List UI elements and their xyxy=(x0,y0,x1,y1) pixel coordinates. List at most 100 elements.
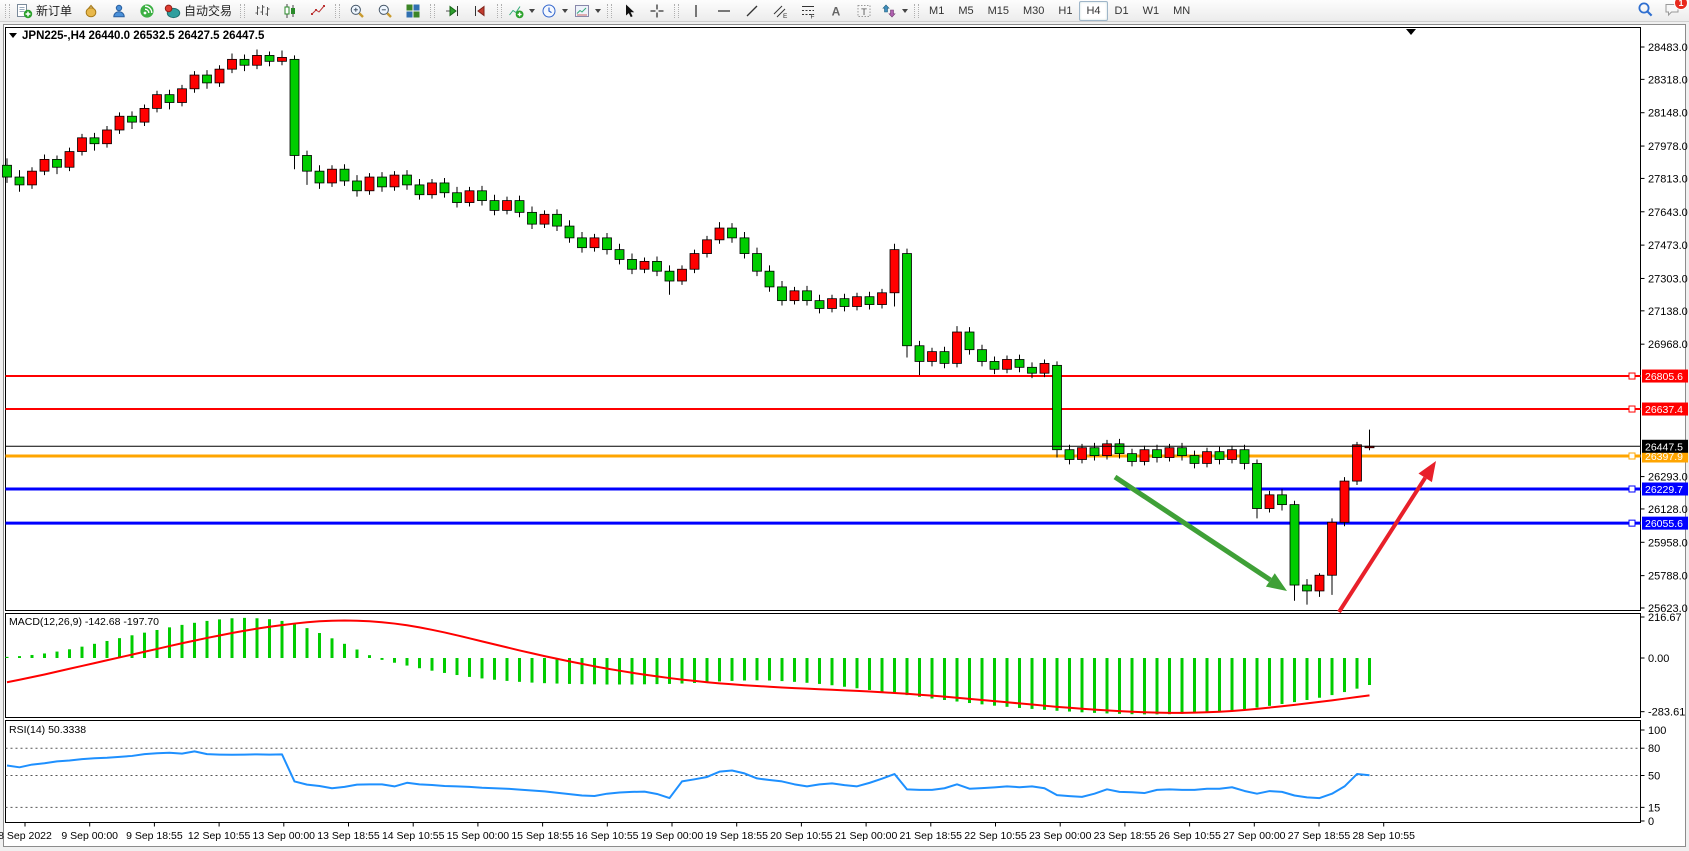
toolbar-candlestick-chart-button[interactable] xyxy=(276,0,304,22)
toolbar-horizontal-line-button[interactable] xyxy=(710,0,738,22)
toolbar-trendline-button[interactable] xyxy=(738,0,766,22)
toolbar-text-label-button[interactable]: T xyxy=(850,0,878,22)
toolbar-equidistant-channel-button[interactable]: E xyxy=(766,0,794,22)
timeframe-h1-button[interactable]: H1 xyxy=(1051,1,1079,21)
green-trend-arrow[interactable] xyxy=(1113,474,1287,591)
toolbar-chat-button[interactable]: 1 xyxy=(1664,0,1688,20)
toolbar-market-button[interactable] xyxy=(77,0,105,22)
hline-handle[interactable] xyxy=(1628,519,1636,527)
timeframe-h4-button[interactable]: H4 xyxy=(1079,0,1108,21)
toolbar-new-order-button[interactable]: 新订单 xyxy=(13,0,77,22)
timeframe-w1-button[interactable]: W1 xyxy=(1136,1,1167,21)
hline-handle[interactable] xyxy=(1628,452,1636,460)
price-tick-label: 27978.0 xyxy=(1648,141,1688,153)
toolbar-bar-chart-button[interactable] xyxy=(248,0,276,22)
toolbar-vertical-line-button[interactable] xyxy=(682,0,710,22)
toolbar-line-chart-button[interactable] xyxy=(304,0,332,22)
candle xyxy=(89,137,100,145)
candle xyxy=(177,88,187,103)
price-tick-label: 27473.0 xyxy=(1648,240,1688,252)
toolbar-zoom-in-button[interactable] xyxy=(343,0,371,22)
timeframe-m1-button[interactable]: M1 xyxy=(922,1,951,21)
toolbar-autotrading-button[interactable]: 自动交易 xyxy=(161,0,237,22)
candle xyxy=(614,249,625,260)
toolbar-crosshair-button[interactable] xyxy=(643,0,671,22)
red-trend-arrow[interactable] xyxy=(1337,461,1436,614)
candle xyxy=(702,239,712,254)
candle xyxy=(939,351,950,364)
svg-text:26637.4: 26637.4 xyxy=(1645,404,1683,416)
timeframe-m15-button[interactable]: M15 xyxy=(981,1,1016,21)
candle xyxy=(989,361,1000,370)
svg-text:26447.5: 26447.5 xyxy=(1645,441,1683,453)
toolbar-separator xyxy=(5,3,10,18)
price-tick-label: 26128.0 xyxy=(1648,504,1688,516)
toolbar-text-button[interactable]: A xyxy=(822,0,850,22)
main-pane[interactable] xyxy=(5,27,1641,611)
time-tick-label: 26 Sep 10:55 xyxy=(1158,830,1221,842)
time-tick-label: 13 Sep 00:00 xyxy=(253,830,316,842)
hline-26229.7[interactable] xyxy=(5,485,1641,493)
zoom-in-icon xyxy=(349,3,365,19)
hline-handle[interactable] xyxy=(1628,485,1636,493)
market-icon xyxy=(83,3,99,19)
notification-badge: 1 xyxy=(1674,0,1688,10)
candle xyxy=(277,56,287,62)
candle xyxy=(877,292,887,305)
hline-handle[interactable] xyxy=(1628,372,1636,380)
toolbar-search-button[interactable] xyxy=(1637,1,1654,21)
chart-marker-icon[interactable] xyxy=(1406,29,1416,35)
current-price-label: 26447.5 xyxy=(1642,439,1688,453)
candle xyxy=(1164,447,1175,458)
toolbar-tile-windows-button[interactable] xyxy=(399,0,427,22)
pane-frames xyxy=(5,27,1641,823)
toolbar-signals-button[interactable] xyxy=(133,0,161,22)
timeframe-mn-button[interactable]: MN xyxy=(1166,1,1197,21)
toolbar-indicators-button[interactable] xyxy=(505,0,538,22)
hline-26637.4[interactable] xyxy=(5,405,1641,413)
candle xyxy=(327,168,337,184)
candle xyxy=(1027,366,1037,374)
candle xyxy=(352,180,362,192)
linechart-icon xyxy=(310,3,326,19)
tf-h1-label: H1 xyxy=(1058,4,1073,17)
tf-w1-label: W1 xyxy=(1142,4,1160,17)
candle xyxy=(64,151,75,168)
timeframe-m30-button[interactable]: M30 xyxy=(1016,1,1051,21)
price-tick-label: 28148.0 xyxy=(1648,108,1688,120)
autotrading-icon xyxy=(164,3,181,19)
time-tick-label: 19 Sep 00:00 xyxy=(641,830,704,842)
toolbar-cursor-button[interactable] xyxy=(615,0,643,22)
price-tick-label: 28318.0 xyxy=(1648,74,1688,86)
toolbar-templates-button[interactable] xyxy=(571,0,604,22)
candle xyxy=(152,94,162,109)
rsi-pane[interactable] xyxy=(5,720,1641,823)
timeframe-d1-button[interactable]: D1 xyxy=(1108,1,1136,21)
toolbar-group-chart-type xyxy=(248,0,332,22)
candle xyxy=(1089,447,1100,456)
crosshair-icon xyxy=(649,3,665,19)
hline-26055.6[interactable] xyxy=(5,519,1641,527)
toolbar-chart-shift-button[interactable] xyxy=(466,0,494,22)
toolbar-periods-button[interactable] xyxy=(538,0,571,22)
toolbar-community-button[interactable] xyxy=(105,0,133,22)
hline-handle[interactable] xyxy=(1628,405,1636,413)
candle xyxy=(664,270,675,282)
hline-26805.6[interactable] xyxy=(5,372,1641,380)
symbol-ohlc-title: JPN225-,H4 26440.0 26532.5 26427.5 26447… xyxy=(22,30,265,42)
candle xyxy=(839,298,850,307)
candle xyxy=(1189,455,1200,464)
toolbar-auto-scroll-button[interactable] xyxy=(438,0,466,22)
toolbar-zoom-out-button[interactable] xyxy=(371,0,399,22)
tf-m5-label: M5 xyxy=(958,4,974,17)
timeframe-m5-button[interactable]: M5 xyxy=(951,1,980,21)
indicators-icon xyxy=(508,3,524,19)
toolbar-fibonacci-button[interactable]: F xyxy=(794,0,822,22)
tile-icon xyxy=(405,3,421,19)
candle xyxy=(589,237,600,249)
hline-26397.9[interactable] xyxy=(5,452,1641,460)
toolbar-group-insert xyxy=(505,0,604,22)
toolbar-arrows-button[interactable] xyxy=(878,0,911,22)
symbol-dropdown-icon[interactable] xyxy=(9,33,17,38)
